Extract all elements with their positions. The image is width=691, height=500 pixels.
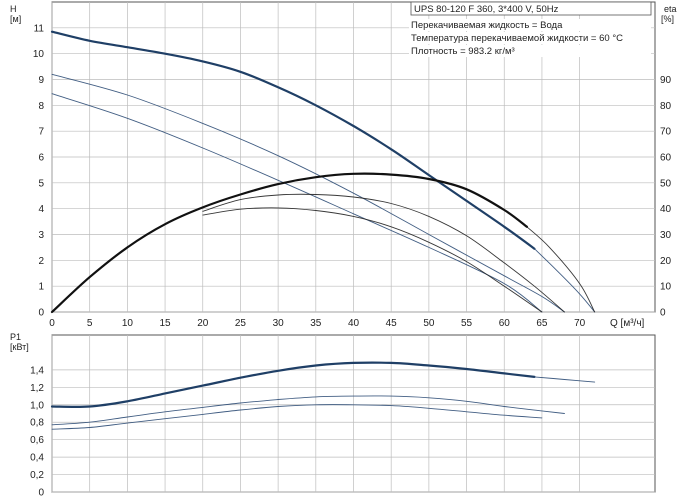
- x-tick-label: 15: [160, 318, 172, 329]
- y-tick-label: 3: [38, 230, 44, 241]
- y2-tick-label: 80: [660, 101, 672, 112]
- head-curve-2: [51, 73, 565, 313]
- annotation-bg: [409, 32, 651, 44]
- y2-tick-label: 60: [660, 153, 672, 164]
- x-tick-label: 30: [273, 318, 285, 329]
- y2-tick-label: 40: [660, 204, 672, 215]
- y2-axis-unit: [%]: [661, 14, 674, 24]
- p1-tick-label: 0,8: [30, 418, 44, 429]
- y2-tick-label: 90: [660, 75, 672, 86]
- x-axis-title: Q [м³/ч]: [610, 318, 645, 329]
- p1-axis-unit: [кВт]: [10, 342, 29, 352]
- x-tick-label: 50: [423, 318, 435, 329]
- p1-tick-label: 0,6: [30, 435, 44, 446]
- power-curve-2: [51, 395, 565, 426]
- y-axis-unit: [м]: [10, 14, 21, 24]
- p1-tick-label: 0,4: [30, 453, 44, 464]
- y2-axis-title: eta: [664, 4, 677, 14]
- x-tick-label: 65: [536, 318, 548, 329]
- p1-tick-label: 1,0: [30, 400, 44, 411]
- head-curve-0: [50, 30, 536, 250]
- x-tick-label: 40: [348, 318, 360, 329]
- p1-axis-title: P1: [10, 332, 21, 342]
- annotation-bg: [409, 45, 651, 57]
- y-tick-label: 7: [38, 127, 44, 138]
- y2-tick-label: 70: [660, 127, 672, 138]
- y-tick-label: 11: [34, 23, 45, 34]
- x-tick-label: 5: [87, 318, 93, 329]
- y2-tick-label: 20: [660, 256, 672, 267]
- y-tick-label: 9: [38, 75, 44, 86]
- x-tick-label: 60: [499, 318, 511, 329]
- annotation-bg: [409, 19, 651, 31]
- p1-tick-label: 0: [38, 488, 44, 499]
- eta-curve-4: [50, 172, 528, 314]
- p1-tick-label: 1,2: [30, 383, 44, 394]
- y2-tick-label: 50: [660, 178, 672, 189]
- y-tick-label: 4: [38, 204, 44, 215]
- power-curve-1: [533, 376, 596, 383]
- y-tick-label: 10: [33, 49, 45, 60]
- eta-curve-7: [202, 207, 543, 313]
- y-tick-label: 0: [38, 308, 44, 319]
- head-curve-1: [533, 248, 596, 313]
- annotation-text: Плотность = 983.2 кг/м³: [411, 46, 515, 57]
- p1-tick-label: 0,2: [30, 470, 44, 481]
- annotation-text: Перекачиваемая жидкость = Вода: [411, 20, 563, 31]
- x-tick-label: 35: [310, 318, 322, 329]
- y-tick-label: 1: [38, 282, 44, 293]
- y-tick-label: 6: [38, 153, 44, 164]
- y-tick-label: 5: [38, 178, 44, 189]
- y2-tick-label: 30: [660, 230, 672, 241]
- x-tick-label: 55: [461, 318, 473, 329]
- title-box: [410, 1, 652, 16]
- x-tick-label: 0: [49, 318, 55, 329]
- annotation-text: Температура перекачиваемой жидкости = 60…: [411, 33, 623, 44]
- y2-tick-label: 0: [660, 308, 666, 319]
- y-tick-label: 2: [38, 256, 44, 267]
- eta-curve-5: [526, 226, 596, 313]
- x-tick-label: 20: [197, 318, 209, 329]
- eta-curve-6: [202, 193, 565, 313]
- power-curve-0: [50, 361, 536, 408]
- x-tick-label: 10: [122, 318, 134, 329]
- chart-title: UPS 80-120 F 360, 3*400 V, 50Hz: [414, 4, 559, 15]
- y-tick-label: 8: [38, 101, 44, 112]
- x-tick-label: 70: [574, 318, 586, 329]
- y-axis-title: H: [10, 4, 17, 14]
- y2-tick-label: 10: [660, 282, 672, 293]
- p1-tick-label: 1,4: [30, 365, 44, 376]
- x-tick-label: 45: [386, 318, 398, 329]
- x-tick-label: 25: [235, 318, 247, 329]
- power-curve-3: [51, 404, 543, 430]
